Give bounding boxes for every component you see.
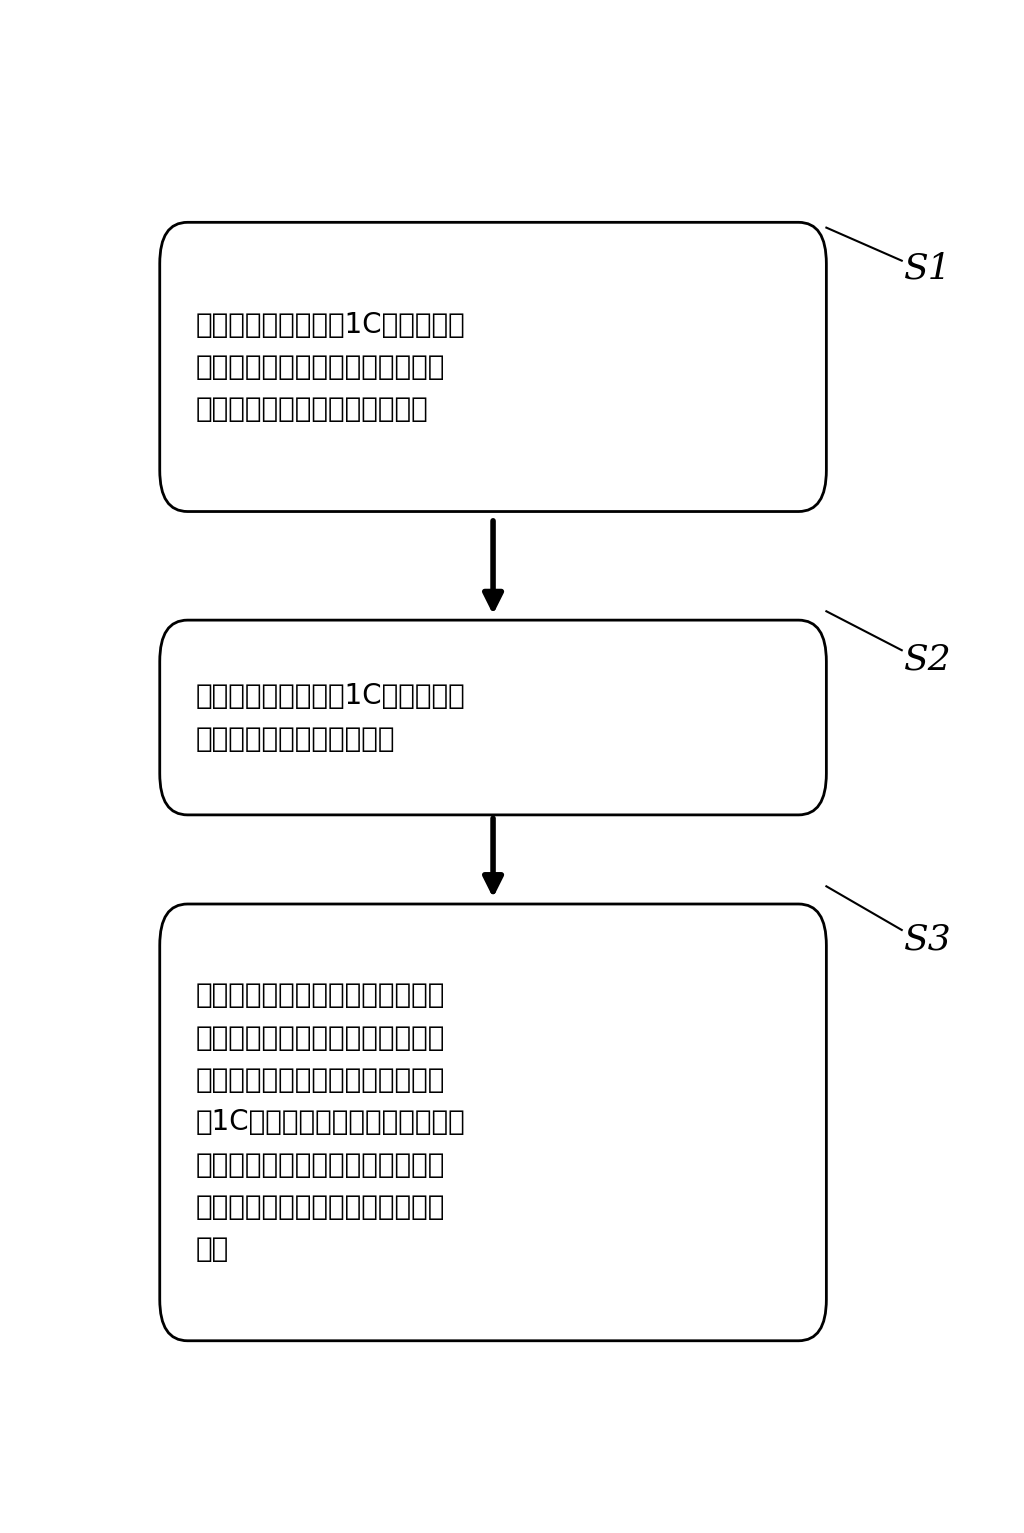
Text: S3: S3 bbox=[904, 923, 952, 957]
Text: 挑选中值电压满足标准中值电压的
标准三元电芯并纳入第一电芯组，
对第一电芯组内的标准三元电芯进
行1C充放电容量测试后，挑选第一
电芯组内中值电压满足标准中值电: 挑选中值电压满足标准中值电压的 标准三元电芯并纳入第一电芯组， 对第一电芯组内的… bbox=[196, 981, 465, 1263]
FancyBboxPatch shape bbox=[160, 621, 826, 816]
Text: S2: S2 bbox=[904, 642, 952, 676]
Text: S1: S1 bbox=[904, 251, 952, 287]
FancyBboxPatch shape bbox=[160, 904, 826, 1341]
Text: 对目标三元电芯进行1C充放电容量
测试后，对单体电芯进行电压、内
阻测试，挑选出标准三元电芯；: 对目标三元电芯进行1C充放电容量 测试后，对单体电芯进行电压、内 阻测试，挑选出… bbox=[196, 311, 465, 423]
Text: 对标准三元电芯进行1C充放电容量
测试，得出标准中值电压；: 对标准三元电芯进行1C充放电容量 测试，得出标准中值电压； bbox=[196, 682, 465, 753]
FancyBboxPatch shape bbox=[160, 222, 826, 512]
